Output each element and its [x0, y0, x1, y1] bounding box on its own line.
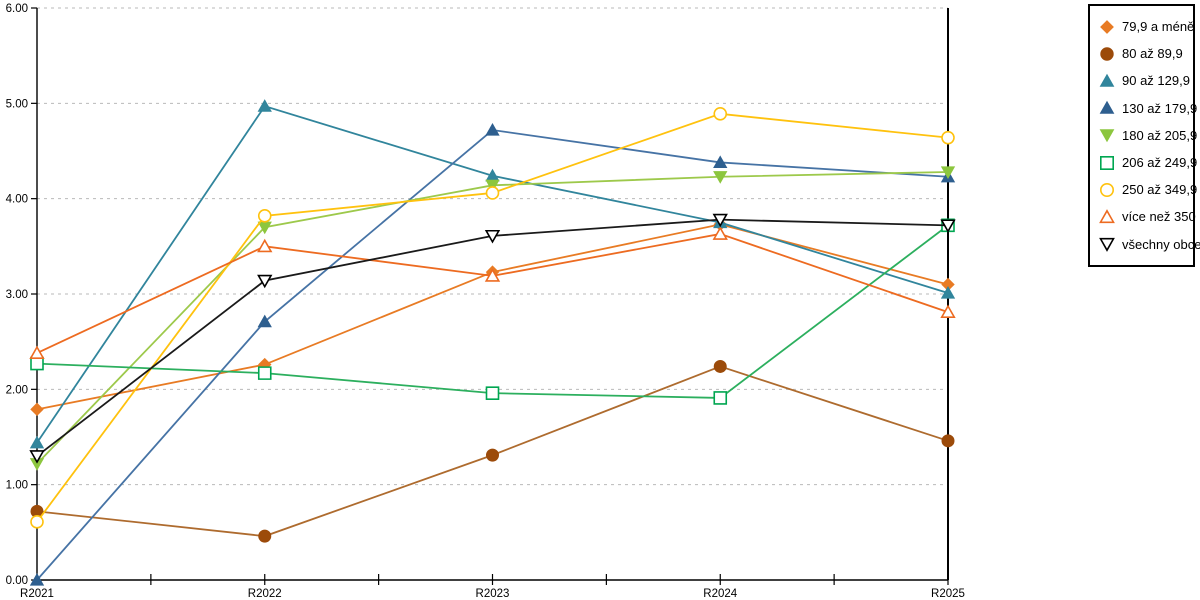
diamond-marker — [30, 402, 44, 417]
triangle-up-marker — [940, 286, 956, 299]
diamond-legend-icon — [1100, 19, 1114, 34]
square-marker — [713, 391, 728, 405]
x-tick-label: R2021 — [20, 588, 54, 600]
triangle-up-marker — [712, 226, 728, 240]
legend-label: 80 až 89,9 — [1122, 46, 1183, 62]
legend-item-1: 80 až 89,9 — [1099, 40, 1187, 67]
triangle-up-marker — [940, 304, 956, 319]
legend-label: 90 až 129,9 — [1122, 73, 1190, 89]
circle-legend-icon — [1100, 47, 1114, 61]
triangle-down-marker — [1099, 129, 1115, 143]
legend-item-2: 90 až 129,9 — [1099, 67, 1190, 94]
x-tick-label: R2025 — [931, 588, 965, 600]
legend-item-4: 180 až 205,9 — [1099, 122, 1197, 149]
triangle-up-marker — [485, 123, 500, 136]
circle-marker — [486, 448, 500, 462]
series-line — [36, 171, 949, 465]
triangle-down-marker — [484, 229, 501, 244]
circle-marker — [941, 434, 955, 448]
legend-label: více než 350 — [1122, 209, 1196, 225]
triangle-down-legend-icon — [1099, 238, 1115, 252]
series-5 — [30, 218, 955, 405]
square-marker — [30, 356, 44, 371]
circle-legend-icon — [1100, 182, 1115, 197]
triangle-up-marker — [257, 238, 273, 253]
triangle-up-marker — [29, 572, 45, 586]
legend-item-3: 130 až 179,9 — [1099, 95, 1197, 122]
triangle-down-marker — [29, 450, 45, 464]
legend-item-6: 250 až 349,9 — [1099, 176, 1197, 203]
y-tick-label: 4.00 — [6, 194, 28, 206]
circle-marker — [257, 209, 272, 223]
series-8 — [29, 213, 956, 464]
legend-label: 180 až 205,9 — [1122, 127, 1198, 143]
square-marker — [1100, 155, 1114, 170]
series-2 — [29, 99, 956, 449]
circle-marker — [713, 107, 728, 121]
triangle-down-marker — [713, 171, 728, 184]
legend-label: všechny obce — [1122, 236, 1200, 252]
x-tick-label: R2023 — [476, 588, 510, 600]
circle-marker — [1100, 47, 1114, 61]
y-tick-label: 6.00 — [6, 3, 28, 15]
y-tick-label: 1.00 — [6, 480, 28, 492]
y-tick-label: 5.00 — [6, 98, 28, 110]
circle-marker — [941, 130, 955, 145]
circle-marker — [485, 186, 500, 200]
triangle-down-marker — [940, 219, 956, 233]
legend-item-7: více než 350 — [1099, 203, 1196, 230]
series-line — [36, 223, 949, 411]
circle-marker — [1100, 182, 1115, 197]
legend-item-5: 206 až 249,9 — [1099, 149, 1197, 176]
triangle-up-marker — [29, 435, 45, 449]
series-7 — [29, 226, 956, 360]
y-tick-label: 2.00 — [6, 384, 28, 396]
triangle-up-legend-icon — [1099, 73, 1115, 87]
triangle-down-marker — [485, 179, 500, 193]
triangle-up-marker — [1099, 100, 1115, 114]
diamond-marker — [1100, 19, 1114, 34]
triangle-up-marker — [257, 314, 272, 328]
x-tick-label: R2024 — [703, 588, 737, 600]
series-3 — [29, 123, 956, 586]
triangle-up-marker — [484, 268, 501, 282]
y-tick-label: 0.00 — [6, 575, 28, 587]
square-marker — [485, 386, 500, 400]
square-legend-icon — [1100, 155, 1114, 170]
triangle-down-marker — [1099, 238, 1115, 252]
series-4 — [29, 166, 956, 471]
chart-legend: 79,9 a méně 80 až 89,9 90 až 129,9 130 až 1… — [1088, 4, 1200, 267]
legend-item-0: 79,9 a méně — [1099, 13, 1194, 40]
legend-label: 79,9 a méně — [1122, 19, 1195, 35]
triangle-up-marker — [29, 345, 45, 360]
x-tick-label: R2022 — [248, 588, 282, 600]
triangle-up-legend-icon — [1099, 100, 1115, 114]
triangle-down-marker — [712, 213, 728, 228]
series-6 — [30, 107, 955, 529]
triangle-up-marker — [1099, 73, 1115, 87]
triangle-down-legend-icon — [1099, 129, 1115, 143]
circle-marker — [30, 515, 44, 529]
y-tick-label: 3.00 — [6, 289, 28, 301]
circle-marker — [258, 529, 272, 543]
triangle-down-marker — [940, 166, 956, 179]
triangle-up-marker — [257, 99, 272, 112]
triangle-up-legend-icon — [1099, 209, 1115, 223]
legend-label: 206 až 249,9 — [1122, 155, 1198, 171]
legend-label: 250 až 349,9 — [1122, 182, 1198, 198]
legend-item-8: všechny obce — [1099, 231, 1200, 258]
triangle-up-marker — [713, 155, 728, 169]
legend-label: 130 až 179,9 — [1122, 100, 1198, 116]
series-1 — [30, 359, 955, 543]
triangle-up-marker — [1099, 209, 1115, 223]
square-marker — [257, 366, 272, 380]
triangle-down-marker — [257, 274, 273, 289]
circle-marker — [713, 359, 727, 373]
